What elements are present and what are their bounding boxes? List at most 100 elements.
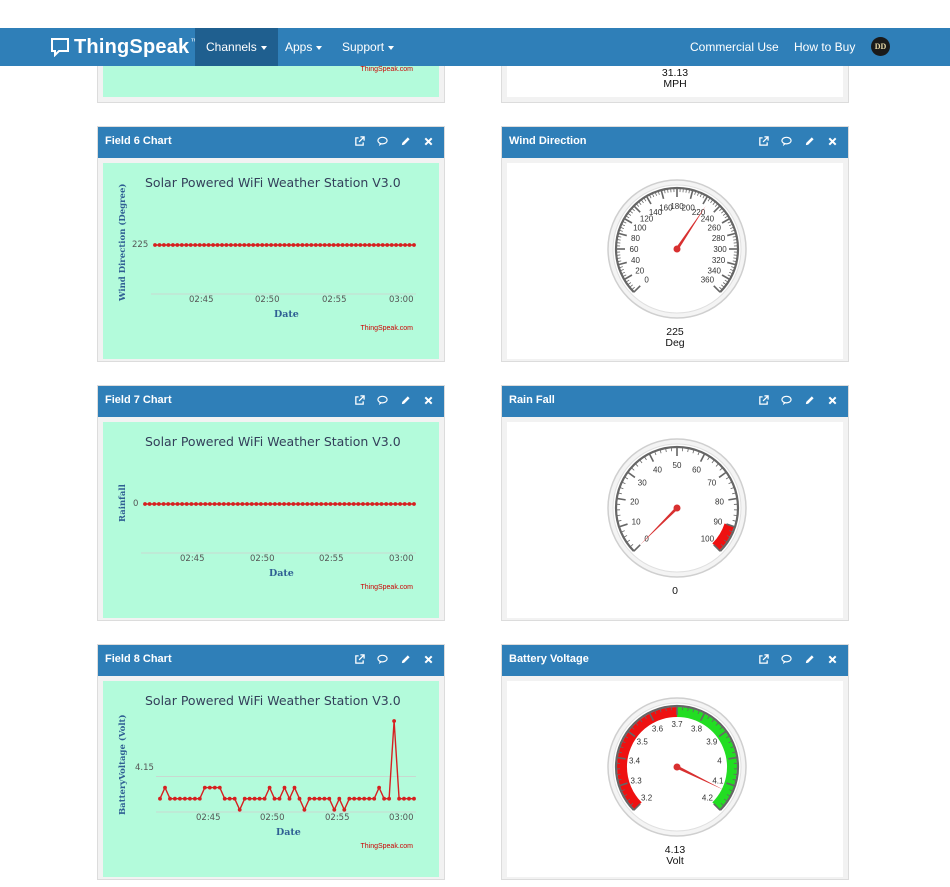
gauge-minor-tick <box>616 257 621 259</box>
close-icon[interactable] <box>827 136 838 147</box>
chart-credit[interactable]: ThingSpeak.com <box>360 843 413 850</box>
external-link-icon[interactable] <box>758 395 769 406</box>
panel-title: Field 8 Chart <box>105 653 172 665</box>
gauge-minor-tick <box>727 220 732 224</box>
gauge-major-tick <box>648 712 655 722</box>
caret-down-icon <box>388 45 395 50</box>
close-icon[interactable] <box>827 654 838 665</box>
external-link-icon[interactable] <box>354 395 365 406</box>
chart-credit[interactable]: ThingSpeak.com <box>360 584 413 591</box>
close-icon[interactable] <box>423 395 434 406</box>
data-point <box>193 243 198 247</box>
chart-credit[interactable]: ThingSpeak.com <box>360 66 413 73</box>
data-point <box>212 502 217 506</box>
external-link-icon[interactable] <box>354 654 365 665</box>
comment-icon[interactable] <box>781 136 792 147</box>
close-icon[interactable] <box>423 654 434 665</box>
data-point <box>302 807 307 812</box>
chart-credit[interactable]: ThingSpeak.com <box>360 325 413 332</box>
x-tick-label: 02:50 <box>260 813 285 823</box>
gauge-minor-tick <box>715 722 720 726</box>
nav-how-to-buy[interactable]: How to Buy <box>794 40 856 54</box>
gauge-minor-tick <box>719 286 723 291</box>
nav-apps[interactable]: Apps <box>274 28 333 66</box>
data-point <box>260 243 265 247</box>
comment-icon[interactable] <box>377 136 388 147</box>
data-point <box>147 502 152 506</box>
pencil-icon[interactable] <box>400 136 411 147</box>
gauge-minor-tick <box>730 486 735 490</box>
data-point <box>166 502 171 506</box>
gauge-major-tick <box>728 497 738 501</box>
data-point <box>340 243 345 247</box>
gauge-minor-tick <box>731 229 736 232</box>
avatar[interactable]: DD <box>871 37 890 56</box>
wind-direction-gauge-area: 0 20 40 60 80 100 120 140 160 180 200 220 240 260 280 3… <box>507 163 843 359</box>
gauge-minor-tick <box>711 718 715 723</box>
brand-logo[interactable]: ThingSpeak™ <box>50 35 198 59</box>
data-point <box>171 243 175 247</box>
data-point <box>175 243 180 247</box>
gauge-major-tick <box>727 261 737 266</box>
y-tick-label: 225 <box>132 240 149 250</box>
brand-trademark: ™ <box>190 37 198 46</box>
gauge-tick-label: 300 <box>713 245 727 254</box>
gauge-minor-tick <box>643 715 647 720</box>
data-point <box>251 243 256 247</box>
data-point <box>349 243 354 247</box>
comment-icon[interactable] <box>781 395 792 406</box>
comment-icon[interactable] <box>377 654 388 665</box>
gauge-minor-tick <box>732 260 737 263</box>
gauge-minor-tick <box>727 274 732 278</box>
data-point <box>189 502 194 506</box>
data-point <box>297 796 302 801</box>
gauge-minor-tick <box>725 735 730 739</box>
pencil-icon[interactable] <box>400 395 411 406</box>
gauge-minor-tick <box>707 456 711 461</box>
gauge-minor-tick <box>723 539 728 543</box>
gauge-tick-label: 40 <box>631 256 640 265</box>
data-point <box>402 502 407 506</box>
gauge-minor-tick <box>719 467 724 471</box>
gauge-minor-tick <box>618 229 623 232</box>
comment-icon[interactable] <box>377 395 388 406</box>
nav-support[interactable]: Support <box>331 28 405 66</box>
data-point <box>263 502 268 506</box>
data-point <box>188 796 192 801</box>
gauge-minor-tick <box>617 520 622 522</box>
panel-title: Field 6 Chart <box>105 135 172 147</box>
gauge-minor-tick <box>621 740 626 744</box>
gauge-minor-tick <box>728 481 733 485</box>
close-icon[interactable] <box>423 136 434 147</box>
partial-chart-area: ThingSpeak.com <box>103 66 439 97</box>
gauge-band <box>676 707 737 810</box>
data-point <box>394 243 398 247</box>
gauge-minor-tick <box>730 226 735 229</box>
data-point <box>143 502 147 506</box>
data-point <box>188 243 193 247</box>
gauge-tick-label: 360 <box>701 275 715 284</box>
gauge-minor-tick <box>725 476 730 480</box>
x-tick-label: 02:45 <box>180 554 205 564</box>
gauge-minor-tick <box>712 201 716 205</box>
pencil-icon[interactable] <box>804 395 815 406</box>
external-link-icon[interactable] <box>354 136 365 147</box>
gauge-minor-tick <box>617 492 622 495</box>
close-icon[interactable] <box>827 395 838 406</box>
panel-actions <box>758 386 838 415</box>
external-link-icon[interactable] <box>758 136 769 147</box>
pencil-icon[interactable] <box>400 654 411 665</box>
gauge-minor-tick <box>617 751 622 754</box>
panel-actions <box>354 645 434 674</box>
data-point <box>217 502 222 506</box>
external-link-icon[interactable] <box>758 654 769 665</box>
nav-channels[interactable]: Channels <box>195 28 278 66</box>
x-axis-label: Date <box>269 568 294 579</box>
pencil-icon[interactable] <box>804 136 815 147</box>
nav-commercial-use[interactable]: Commercial Use <box>690 40 779 54</box>
comment-icon[interactable] <box>781 654 792 665</box>
field6-chart-panel: Field 6 Chart Solar Powered WiFi Weather… <box>97 126 445 362</box>
pencil-icon[interactable] <box>804 654 815 665</box>
chart-title: Solar Powered WiFi Weather Station V3.0 <box>145 693 401 708</box>
gauge-minor-tick <box>732 235 737 238</box>
